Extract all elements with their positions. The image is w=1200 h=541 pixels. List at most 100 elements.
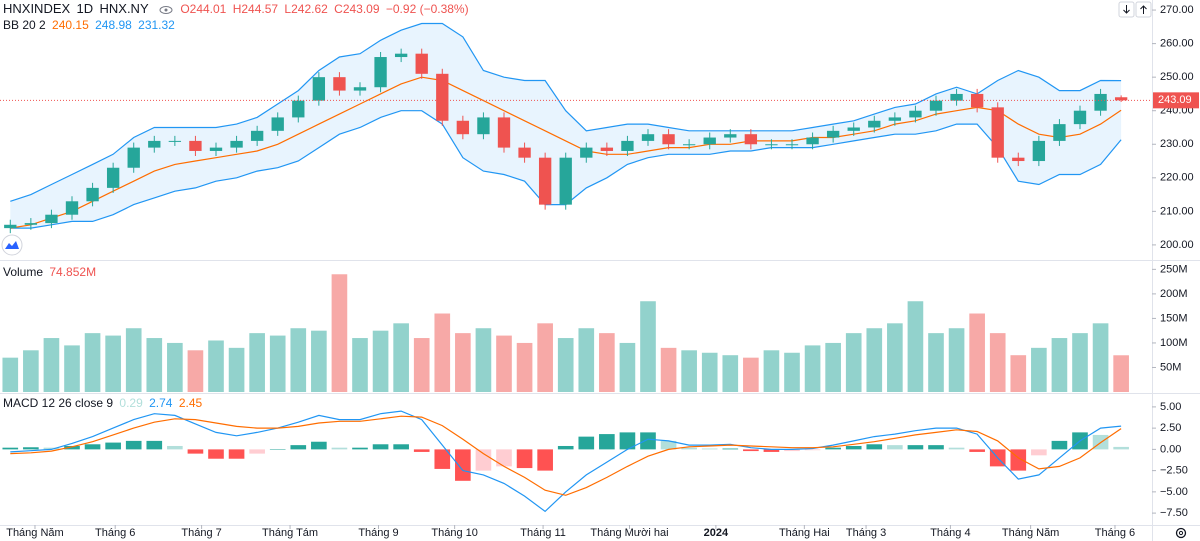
macd-histogram-bar [660, 440, 677, 450]
volume-bar [845, 333, 862, 392]
volume-bar [105, 335, 121, 392]
macd-histogram-bar [804, 449, 821, 451]
volume-legend: Volume 74.852M [3, 264, 99, 280]
macd-histogram-bar [537, 449, 553, 471]
candle-body [209, 147, 223, 151]
candle-body [929, 100, 943, 111]
close-label: C [334, 2, 343, 16]
low-label: L [284, 2, 292, 16]
candle-body [1114, 97, 1128, 101]
volume-bar [743, 357, 759, 392]
candle-body [785, 144, 799, 146]
macd-histogram-bar [557, 445, 574, 450]
y-tick-label: 100M [1160, 337, 1188, 349]
volume-bar [928, 333, 944, 392]
volume-bar [352, 338, 368, 392]
y-tick-label: 200.00 [1160, 239, 1194, 251]
volume-bar [1072, 333, 1088, 392]
macd-histogram-bar [352, 447, 368, 450]
last-price-box [1153, 92, 1199, 109]
macd-histogram-bar [23, 447, 39, 450]
macd-histogram-bar [434, 449, 451, 469]
settings-button[interactable] [1175, 527, 1187, 539]
candle-body [497, 117, 511, 148]
candle-body [538, 157, 552, 205]
macd-histogram-bar [146, 440, 163, 450]
macd-histogram-bar [887, 445, 903, 450]
x-tick-label: Tháng Năm [6, 527, 63, 539]
macd-legend: MACD 12 26 close 9 0.29 2.74 2.45 [3, 395, 205, 411]
volume-bar [969, 313, 985, 392]
x-tick-label: Tháng 11 [520, 527, 566, 539]
symbol-legend: HNXINDEX 1D HNX.NY O244.01 H244.57 L242.… [3, 1, 475, 17]
volume-bar [496, 335, 512, 392]
macd-histogram-bar [969, 449, 985, 452]
volume-bar [331, 274, 348, 392]
high-label: H [232, 2, 242, 16]
macd-histogram-bar [84, 444, 101, 450]
bb-label: BB 20 2 [3, 18, 46, 32]
volume-bar [413, 338, 430, 392]
candle-body [436, 73, 449, 121]
y-tick-label: 250M [1160, 263, 1188, 275]
candle-body [415, 53, 428, 74]
tradingview-logo[interactable] [1, 234, 23, 256]
macd-histogram-bar [228, 449, 245, 459]
candle-body [909, 110, 922, 118]
candle-body [65, 201, 79, 215]
y-tick-label: 250.00 [1160, 71, 1194, 83]
eye-icon[interactable] [159, 5, 173, 15]
candle-body [991, 107, 1004, 158]
volume-bar [1051, 338, 1068, 392]
macd-histogram-bar [784, 449, 800, 452]
macd-histogram-bar [619, 432, 636, 450]
volume-bar [269, 335, 286, 392]
volume-bar [660, 347, 677, 392]
y-tick-label: 220.00 [1160, 172, 1194, 184]
macd-histogram-bar [1031, 449, 1047, 456]
macd-histogram-bar [413, 449, 430, 452]
scroll-up-button[interactable] [1135, 1, 1152, 18]
candle-body [682, 144, 696, 146]
x-tick-label: 2024 [704, 527, 729, 539]
open-value: 244.01 [189, 2, 227, 16]
macd-histogram-bar [187, 449, 204, 454]
y-tick-label: −5.00 [1160, 486, 1188, 498]
macd-histogram-bar [455, 449, 471, 481]
macd-histogram-bar [311, 441, 327, 450]
macd-histogram-bar [64, 445, 80, 450]
volume-bar [640, 301, 656, 392]
macd-histogram-bar [393, 444, 409, 450]
volume-bar [701, 352, 718, 392]
volume-bar [64, 345, 80, 392]
bb-middle-value: 240.15 [52, 18, 89, 32]
macd-histogram-bar [475, 449, 492, 471]
candle-body [580, 147, 593, 158]
y-tick-label: 150M [1160, 312, 1188, 324]
candle-body [230, 140, 243, 148]
interval: 1D [76, 1, 94, 16]
scroll-down-button[interactable] [1118, 1, 1135, 18]
y-tick-label: 200M [1160, 288, 1188, 300]
volume-bar [2, 357, 19, 392]
high-value: 244.57 [241, 2, 279, 16]
volume-bar [722, 355, 739, 392]
candle-body [703, 137, 716, 145]
candle-body [765, 144, 778, 146]
candle-body [106, 167, 120, 188]
bb-upper [10, 22, 1122, 202]
macd-histogram-bar [907, 445, 924, 450]
candle-body [600, 147, 614, 151]
candle-body [970, 93, 984, 108]
volume-bar [393, 323, 409, 392]
change: −0.92 (−0.38%) [385, 2, 469, 16]
macd-histogram-bar [763, 449, 780, 452]
last-price-label: 243.09 [1158, 94, 1192, 106]
x-tick-label: Tháng 9 [358, 527, 398, 539]
y-tick-label: 210.00 [1160, 205, 1194, 217]
y-tick-label: 260.00 [1160, 38, 1194, 50]
volume-bar [43, 338, 60, 392]
x-tick-label: Tháng 4 [930, 527, 970, 539]
